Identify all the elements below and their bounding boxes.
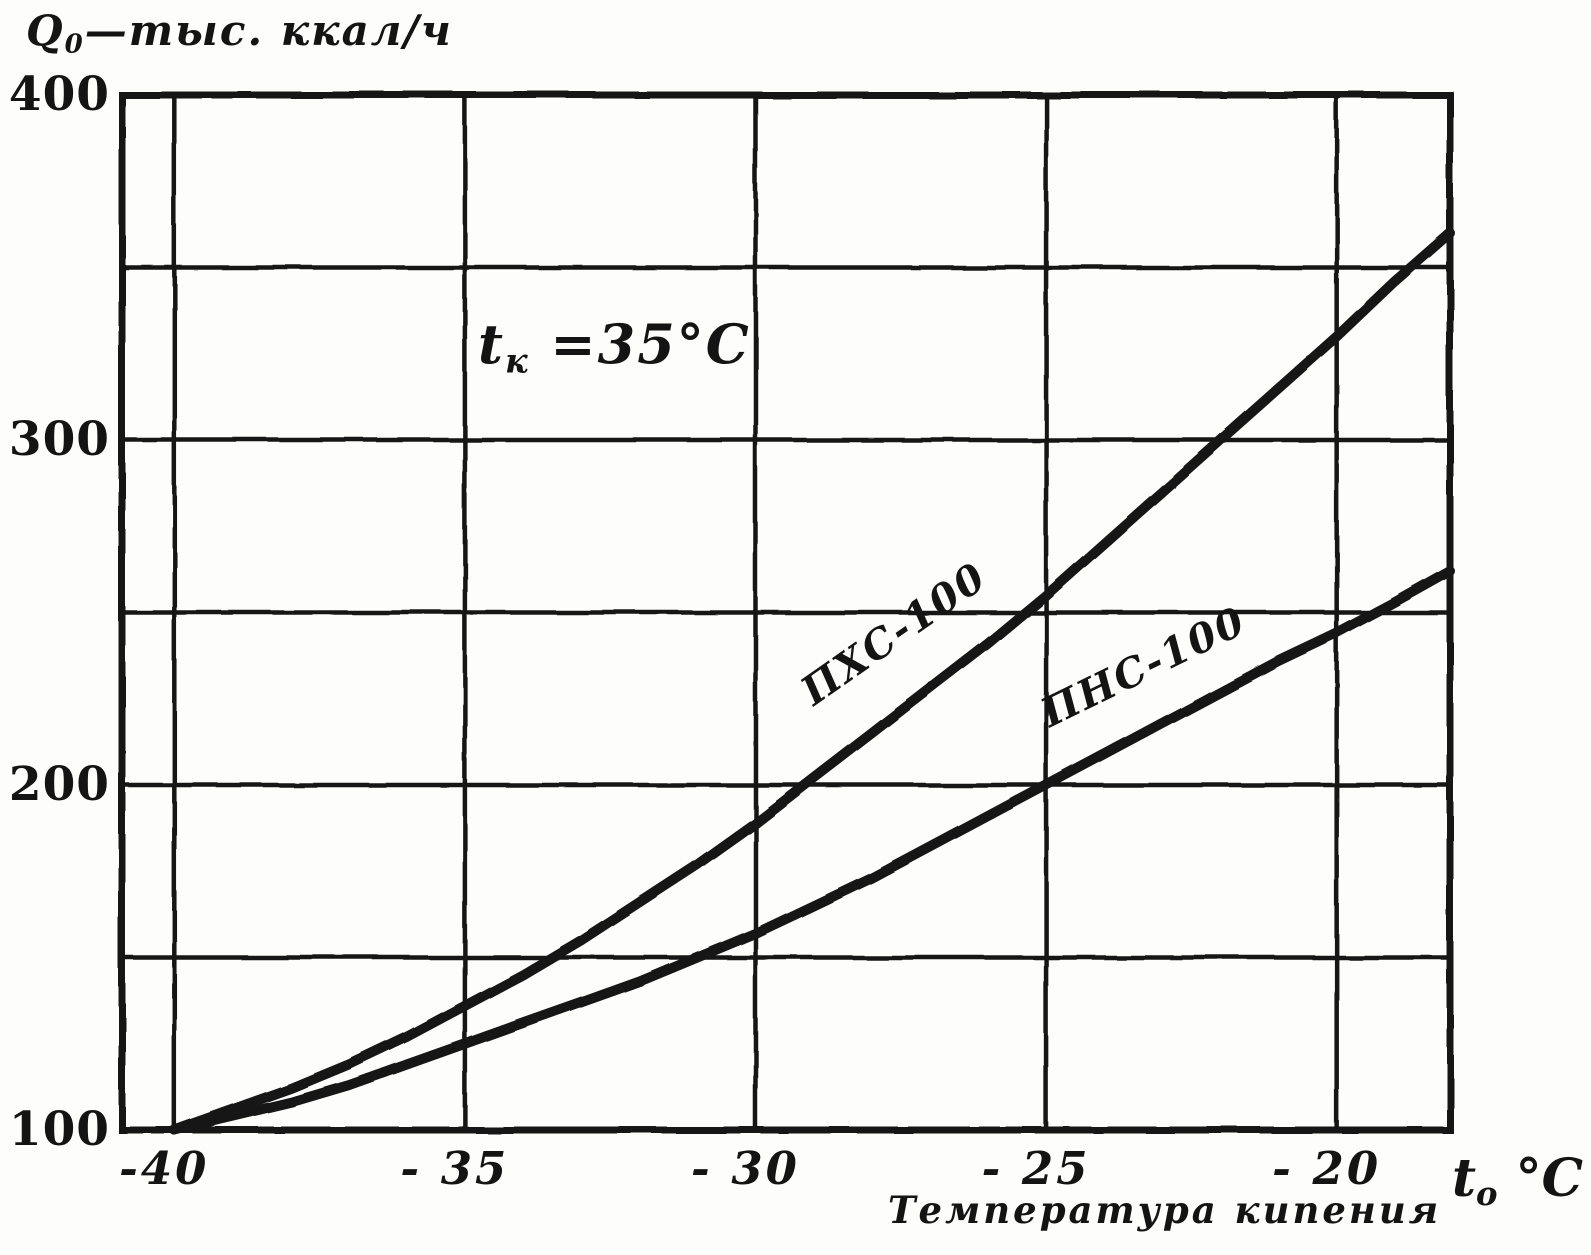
y-tick-label: 400 (8, 67, 110, 122)
x-tick-label: - 35 (400, 1142, 510, 1195)
plot-ink (118, 91, 1455, 1135)
y-tick-label: 300 (8, 412, 110, 467)
y-axis-title-symbol: Q (26, 6, 65, 55)
y-tick-label: 100 (8, 1102, 110, 1157)
x-unit-degrees: °C (1497, 1148, 1584, 1209)
x-axis-caption: Температура кипения (888, 1188, 1442, 1232)
annotation-symbol: t (478, 312, 505, 376)
x-tick-label: - 25 (981, 1142, 1091, 1195)
y-axis-title: Q0—тыс. ккал/ч (26, 6, 453, 59)
annotation-subscript: к (504, 341, 530, 381)
y-tick-label: 200 (8, 757, 110, 812)
x-tick-label: - 30 (691, 1142, 800, 1195)
y-axis-title-units: —тыс. ккал/ч (84, 6, 453, 55)
x-unit-symbol: t (1452, 1148, 1477, 1209)
x-unit-subscript: o (1476, 1175, 1498, 1214)
annotation-value: =35°C (529, 312, 751, 376)
x-axis-unit: to °C (1452, 1148, 1583, 1213)
x-tick-label: - 20 (1272, 1142, 1382, 1195)
y-axis-title-subscript: 0 (64, 29, 85, 60)
condensing-temp-annotation: tк =35°C (478, 312, 751, 380)
x-tick-label: -40 (119, 1142, 210, 1195)
